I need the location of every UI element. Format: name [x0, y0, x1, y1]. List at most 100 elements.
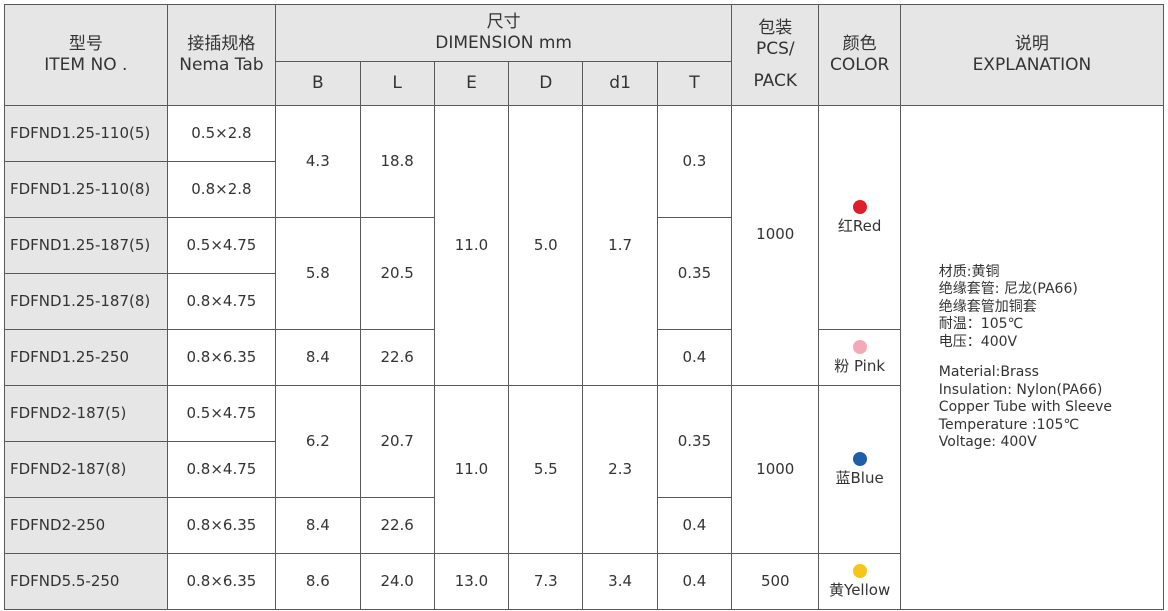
explanation-en-line: Material:Brass — [938, 364, 1039, 380]
b-cell: 5.8 — [275, 217, 361, 330]
color-header: 颜色 COLOR — [818, 4, 901, 106]
tab-cell: 0.8×6.35 — [166, 497, 277, 554]
d-cell: 7.3 — [508, 553, 584, 610]
l-cell: 20.7 — [359, 385, 435, 498]
dim-col-d1: d1 — [582, 61, 658, 106]
table-row: FDFND5.5-250 0.8×6.35 8.6 24.0 13.0 7.3 … — [4, 553, 1164, 610]
table-row: FDFND2-187(5) 0.5×4.75 6.2 20.7 11.0 5.5… — [4, 385, 1164, 554]
dimension-subheader-row: B L E D d1 T — [5, 61, 1164, 106]
dimension-header-cn: 尺寸 — [486, 11, 521, 32]
tab-header: 接插规格 Nema Tab — [166, 4, 277, 106]
tab-cell: 0.5×2.8 — [166, 105, 277, 162]
explanation-cn-line: 材质:黄铜 — [938, 263, 1000, 280]
explanation-en-line: Temperature :105℃ — [938, 416, 1080, 433]
e-cell: 13.0 — [433, 553, 510, 610]
d-cell: 5.5 — [508, 385, 584, 554]
explanation-cn-line: 电压：400V — [938, 333, 1018, 350]
color-header-cn: 颜色 — [842, 33, 877, 54]
b-cell: 8.4 — [275, 329, 361, 386]
color-label: 蓝Blue — [835, 468, 884, 487]
l-cell: 18.8 — [359, 105, 435, 218]
pack-cell: 1000 — [731, 105, 820, 386]
spec-table: 型号 ITEM NO . 接插规格 Nema Tab 尺寸 DIMENSION … — [4, 4, 1165, 610]
dim-col-d: D — [508, 61, 584, 106]
dim-col-e: E — [433, 61, 510, 106]
color-cell-pink: 粉 Pink — [818, 329, 901, 386]
dimension-header-en: DIMENSION mm — [435, 33, 572, 53]
explanation-en-line: Copper Tube with Sleeve — [938, 399, 1113, 415]
explanation-header: 说明 EXPLANATION — [899, 4, 1165, 106]
tab-cell: 0.8×2.8 — [166, 161, 277, 218]
dim-col-b: B — [275, 61, 361, 106]
b-cell: 8.6 — [275, 553, 361, 610]
model-header: 型号 ITEM NO . — [4, 4, 168, 106]
pack-header-cn: 包装 — [758, 18, 793, 39]
tab-cell: 0.5×4.75 — [166, 217, 277, 274]
t-cell: 0.3 — [656, 105, 733, 218]
t-cell: 0.4 — [656, 329, 733, 386]
d1-cell: 1.7 — [582, 105, 658, 386]
table-row: FDFND2-187(8) 0.8×4.75 — [4, 441, 1164, 498]
color-cell-red: 红Red — [818, 105, 901, 330]
pack-header-en2: PACK — [753, 70, 798, 91]
d1-cell: 2.3 — [582, 385, 658, 554]
e-cell: 11.0 — [433, 385, 510, 554]
tab-cell: 0.8×4.75 — [166, 273, 277, 330]
e-cell: 11.0 — [433, 105, 510, 386]
explanation-cn-line: 绝缘套管: 尼龙(PA66) — [938, 281, 1078, 297]
blue-dot-icon — [852, 451, 867, 466]
tab-header-en: Nema Tab — [179, 55, 264, 75]
b-cell: 4.3 — [275, 105, 361, 218]
d1-cell: 3.4 — [582, 553, 658, 610]
model-cell: FDFND2-250 — [4, 497, 168, 554]
table-row: FDFND1.25-187(5) 0.5×4.75 5.8 20.5 0.35 — [4, 217, 1164, 330]
dim-col-t: T — [656, 61, 733, 106]
table-row: FDFND1.25-250 0.8×6.35 8.4 22.6 0.4 粉 Pi… — [4, 329, 1164, 386]
t-cell: 0.4 — [656, 497, 733, 554]
model-header-en: ITEM NO . — [44, 55, 128, 75]
l-cell: 22.6 — [359, 497, 435, 554]
explanation-cn-line: 耐温：105℃ — [938, 316, 1024, 332]
model-cell: FDFND1.25-187(5) — [4, 217, 168, 274]
table-row: FDFND1.25-110(5) 0.5×2.8 4.3 18.8 11.0 5… — [4, 105, 1165, 610]
model-cell: FDFND5.5-250 — [4, 553, 168, 610]
header-row: 型号 ITEM NO . 接插规格 Nema Tab 尺寸 DIMENSION … — [4, 4, 1165, 106]
explanation-en-line: Insulation: Nylon(PA66) — [938, 381, 1103, 398]
b-cell: 6.2 — [275, 385, 361, 498]
color-label: 黄Yellow — [829, 580, 891, 599]
model-cell: FDFND2-187(5) — [4, 385, 168, 442]
explanation-cn-line: 绝缘套管加铜套 — [938, 298, 1037, 315]
red-dot-icon — [852, 199, 867, 214]
color-cell-blue: 蓝Blue — [818, 385, 901, 554]
t-cell: 0.4 — [656, 553, 733, 610]
model-cell: FDFND1.25-250 — [4, 329, 168, 386]
tab-cell: 0.5×4.75 — [166, 385, 277, 442]
l-cell: 22.6 — [359, 329, 435, 386]
l-cell: 24.0 — [359, 553, 435, 610]
color-label: 红Red — [837, 216, 882, 235]
b-cell: 8.4 — [275, 497, 361, 554]
tab-header-cn: 接插规格 — [187, 33, 256, 54]
color-cell-yellow: 黄Yellow — [818, 553, 901, 610]
color-header-en: COLOR — [829, 55, 890, 75]
t-cell: 0.35 — [656, 385, 733, 498]
d-cell: 5.0 — [508, 105, 584, 386]
model-cell: FDFND2-187(8) — [4, 441, 168, 498]
explanation-header-en: EXPLANATION — [972, 55, 1092, 75]
explanation-en-line: Voltage: 400V — [938, 434, 1037, 450]
model-cell: FDFND1.25-110(8) — [4, 161, 168, 218]
pack-header: 包装 PCS/ PACK — [731, 4, 820, 106]
yellow-dot-icon — [852, 563, 867, 578]
explanation-cell: 材质:黄铜 绝缘套管: 尼龙(PA66) 绝缘套管加铜套 耐温：105℃ 电压：… — [899, 105, 1165, 610]
pack-header-en1: PCS/ — [755, 39, 795, 60]
model-cell: FDFND1.25-110(5) — [4, 105, 168, 162]
tab-cell: 0.8×6.35 — [166, 329, 277, 386]
pink-dot-icon — [852, 339, 867, 354]
t-cell: 0.35 — [656, 217, 733, 330]
dim-col-l: L — [359, 61, 435, 106]
tab-cell: 0.8×6.35 — [166, 553, 277, 610]
pack-cell: 500 — [731, 553, 820, 610]
model-cell: FDFND1.25-187(8) — [4, 273, 168, 330]
dimension-header: 尺寸 DIMENSION mm — [275, 4, 733, 62]
l-cell: 20.5 — [359, 217, 435, 330]
